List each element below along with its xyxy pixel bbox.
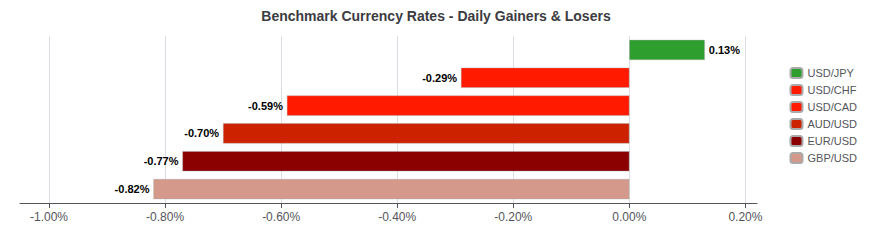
- svg-text:-0.20%: -0.20%: [494, 210, 532, 224]
- svg-text:AUD/USD: AUD/USD: [807, 118, 857, 130]
- svg-text:Benchmark Currency Rates - Dai: Benchmark Currency Rates - Daily Gainers…: [261, 8, 611, 24]
- svg-text:-0.29%: -0.29%: [422, 72, 457, 84]
- svg-text:-0.70%: -0.70%: [184, 127, 219, 139]
- svg-text:-0.40%: -0.40%: [378, 210, 416, 224]
- svg-text:-0.80%: -0.80%: [146, 210, 184, 224]
- svg-text:0.00%: 0.00%: [612, 210, 646, 224]
- svg-text:USD/JPY: USD/JPY: [807, 67, 854, 79]
- svg-text:0.20%: 0.20%: [728, 210, 762, 224]
- svg-text:USD/CAD: USD/CAD: [807, 101, 857, 113]
- svg-text:-0.77%: -0.77%: [144, 155, 179, 167]
- svg-text:-1.00%: -1.00%: [30, 210, 68, 224]
- svg-text:-0.60%: -0.60%: [262, 210, 300, 224]
- svg-text:EUR/USD: EUR/USD: [807, 135, 857, 147]
- svg-text:GBP/USD: GBP/USD: [807, 152, 857, 164]
- svg-text:-0.59%: -0.59%: [248, 100, 283, 112]
- svg-text:0.13%: 0.13%: [709, 44, 740, 56]
- svg-text:-0.82%: -0.82%: [115, 183, 150, 195]
- svg-text:USD/CHF: USD/CHF: [807, 84, 856, 96]
